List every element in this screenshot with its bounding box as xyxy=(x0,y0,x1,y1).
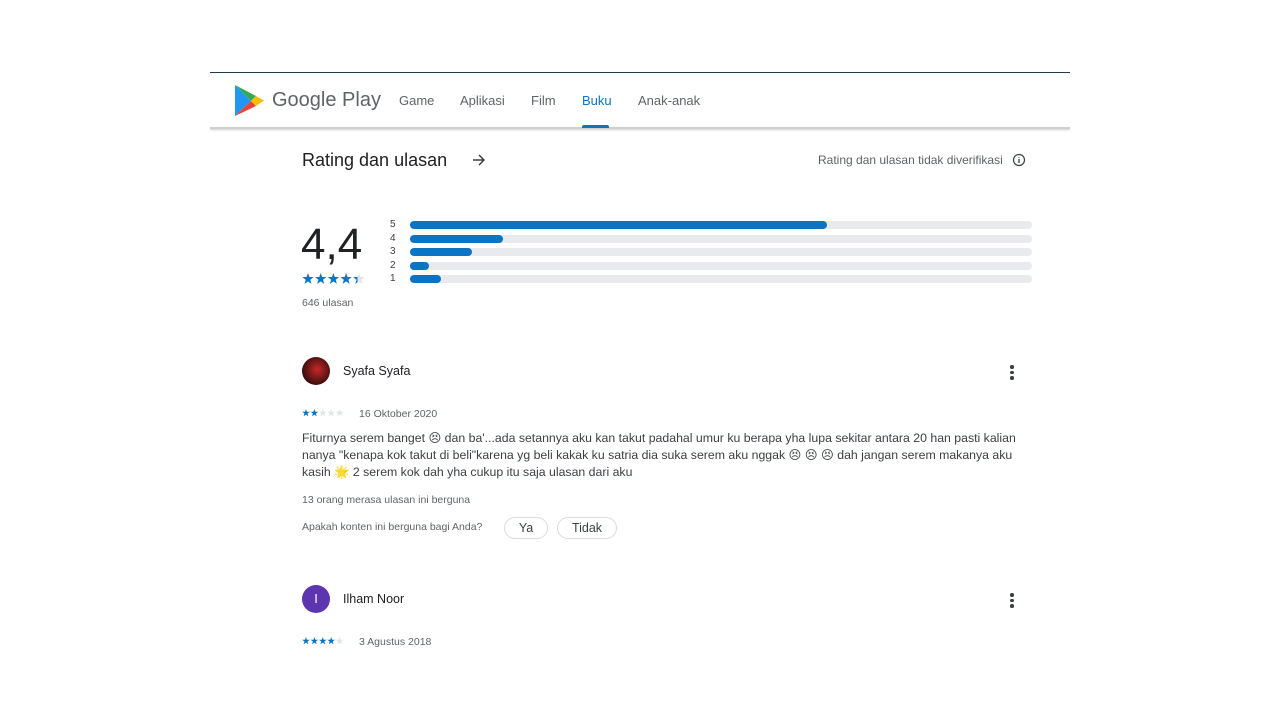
bar xyxy=(410,234,504,243)
star xyxy=(353,273,365,284)
review-text: Fiturnya serem banget 😣 dan ba'...ada se… xyxy=(302,431,1016,479)
bar-label: 1 xyxy=(390,273,396,284)
nav-tab[interactable]: Film xyxy=(531,93,556,108)
star xyxy=(314,273,327,284)
star xyxy=(310,409,319,417)
bar-label: 2 xyxy=(390,259,396,271)
avatar: I xyxy=(302,585,330,613)
star-rating xyxy=(302,273,365,284)
nav-tab[interactable]: Anak-anak xyxy=(638,93,701,108)
top-rule xyxy=(210,72,1070,73)
yes-button[interactable]: Ya xyxy=(504,517,548,539)
review-date: 3 Agustus 2018 xyxy=(359,636,432,648)
no-button[interactable]: Tidak xyxy=(557,517,617,539)
star xyxy=(302,273,314,284)
more-button[interactable] xyxy=(1010,593,1014,610)
star xyxy=(327,409,336,417)
star xyxy=(302,409,310,417)
bar-track xyxy=(410,234,1032,243)
arrow-icon[interactable] xyxy=(472,153,486,167)
star xyxy=(318,409,327,417)
helpful-question: Apakah konten ini berguna bagi Anda? xyxy=(302,521,483,533)
star xyxy=(318,637,327,645)
star xyxy=(310,637,319,645)
bar-label: 5 xyxy=(390,219,396,230)
header-rule xyxy=(210,127,1070,129)
nav-tab[interactable]: Aplikasi xyxy=(460,93,505,108)
review-author: Ilham Noor xyxy=(343,592,405,606)
nav-tab[interactable]: Game xyxy=(399,93,435,108)
star xyxy=(340,273,352,284)
section-title[interactable]: Rating dan ulasan xyxy=(302,150,448,170)
star xyxy=(335,409,344,417)
bar xyxy=(410,261,429,270)
review-count: 646 ulasan xyxy=(302,297,354,309)
bar xyxy=(410,221,827,229)
review-author: Syafa Syafa xyxy=(343,364,411,378)
bar-label: 4 xyxy=(390,232,396,244)
bar xyxy=(410,275,442,283)
brand[interactable]: Google Play xyxy=(272,89,381,111)
info-icon[interactable] xyxy=(1012,153,1026,167)
star xyxy=(335,637,344,645)
logo[interactable] xyxy=(233,84,265,117)
star xyxy=(327,637,336,645)
nav-tab[interactable]: Buku xyxy=(582,93,612,108)
bar-track xyxy=(410,275,1032,283)
bar-label: 3 xyxy=(390,246,396,257)
star-rating xyxy=(302,637,344,645)
bar-track xyxy=(410,248,1032,256)
star-rating xyxy=(302,409,344,417)
unverified-note: Rating dan ulasan tidak diverifikasi xyxy=(818,153,1003,167)
more-button[interactable] xyxy=(1010,365,1014,382)
star xyxy=(302,637,310,645)
star xyxy=(327,273,340,284)
score: 4,4 xyxy=(301,220,363,269)
bar-track xyxy=(410,261,1032,270)
helpful-count: 13 orang merasa ulasan ini berguna xyxy=(302,494,471,506)
bar xyxy=(410,248,473,256)
review-date: 16 Oktober 2020 xyxy=(359,408,438,420)
avatar xyxy=(302,357,330,385)
active-tab-indicator xyxy=(582,125,609,128)
